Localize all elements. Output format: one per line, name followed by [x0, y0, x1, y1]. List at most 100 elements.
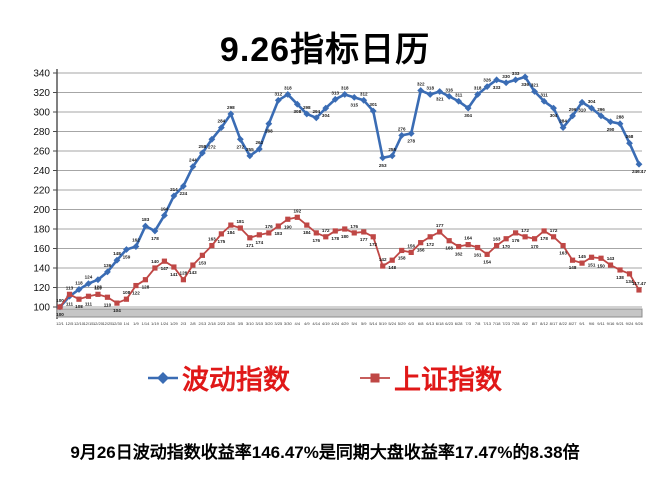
svg-text:8/12: 8/12: [540, 321, 549, 326]
svg-text:12/30: 12/30: [112, 321, 123, 326]
svg-text:8/2: 8/2: [522, 321, 528, 326]
svg-text:138: 138: [616, 275, 624, 280]
svg-text:294: 294: [312, 109, 320, 114]
svg-text:4/19: 4/19: [322, 321, 331, 326]
svg-text:284: 284: [218, 119, 226, 124]
svg-text:5/4: 5/4: [351, 321, 357, 326]
svg-text:170: 170: [531, 244, 539, 249]
svg-text:172: 172: [426, 242, 434, 247]
svg-text:288: 288: [265, 129, 273, 134]
svg-text:304: 304: [588, 99, 596, 104]
svg-text:298: 298: [227, 105, 235, 110]
svg-text:8/7: 8/7: [532, 321, 538, 326]
svg-text:128: 128: [94, 285, 102, 290]
svg-text:318: 318: [284, 85, 292, 90]
svg-text:100: 100: [33, 303, 50, 314]
svg-text:300: 300: [33, 108, 50, 119]
svg-text:122: 122: [132, 291, 140, 296]
svg-text:5/29: 5/29: [398, 321, 407, 326]
svg-text:163: 163: [559, 251, 567, 256]
svg-text:1/24: 1/24: [161, 321, 170, 326]
svg-text:140: 140: [33, 264, 50, 275]
svg-text:6/8: 6/8: [418, 321, 424, 326]
square-marker-icon: [360, 373, 390, 382]
svg-text:124: 124: [85, 275, 93, 280]
svg-text:177: 177: [360, 237, 368, 242]
svg-text:288: 288: [616, 115, 624, 120]
svg-text:3/20: 3/20: [265, 321, 274, 326]
svg-text:262: 262: [255, 140, 263, 145]
svg-text:162: 162: [132, 238, 140, 243]
svg-text:5/9: 5/9: [361, 321, 367, 326]
svg-text:104: 104: [113, 308, 121, 313]
svg-text:172: 172: [550, 228, 558, 233]
svg-text:310: 310: [578, 107, 586, 112]
svg-text:7/13: 7/13: [483, 321, 492, 326]
svg-text:163: 163: [493, 237, 501, 242]
svg-text:113: 113: [94, 285, 102, 290]
svg-text:278: 278: [407, 138, 415, 143]
svg-text:158: 158: [398, 255, 406, 260]
svg-text:176: 176: [312, 238, 320, 243]
svg-text:296: 296: [597, 107, 605, 112]
svg-text:148: 148: [388, 265, 396, 270]
svg-text:312: 312: [274, 91, 282, 96]
svg-text:120: 120: [33, 283, 50, 294]
svg-text:326: 326: [483, 78, 491, 83]
svg-text:177: 177: [436, 223, 444, 228]
svg-text:166: 166: [417, 248, 425, 253]
svg-text:244: 244: [189, 158, 197, 163]
svg-text:260: 260: [33, 147, 50, 158]
svg-text:176: 176: [350, 224, 358, 229]
svg-text:318: 318: [474, 85, 482, 90]
svg-text:9/11: 9/11: [597, 321, 605, 326]
svg-text:194: 194: [161, 206, 169, 211]
svg-text:7/23: 7/23: [502, 321, 511, 326]
svg-text:180: 180: [341, 234, 349, 239]
svg-text:163: 163: [208, 237, 216, 242]
svg-text:340: 340: [33, 69, 50, 80]
svg-text:180: 180: [33, 225, 50, 236]
svg-text:312: 312: [360, 91, 368, 96]
svg-text:12/25: 12/25: [102, 321, 113, 326]
svg-text:12/1: 12/1: [56, 321, 65, 326]
svg-text:12/5: 12/5: [66, 321, 75, 326]
svg-text:268: 268: [626, 134, 634, 139]
svg-text:175: 175: [218, 239, 226, 244]
svg-text:9/24: 9/24: [626, 321, 635, 326]
svg-text:128: 128: [142, 285, 150, 290]
svg-text:111: 111: [85, 301, 93, 306]
line-chart: 100 120 140 160 180 200 220 240 260 280 300 320 340 1…: [33, 69, 646, 327]
svg-text:172: 172: [369, 242, 377, 247]
svg-text:318: 318: [341, 85, 349, 90]
svg-text:3/5: 3/5: [238, 321, 244, 326]
svg-text:318: 318: [426, 85, 434, 90]
svg-text:3/10: 3/10: [246, 321, 255, 326]
svg-text:184: 184: [227, 230, 235, 235]
svg-text:148: 148: [569, 265, 577, 270]
svg-text:143: 143: [189, 270, 197, 275]
svg-text:178: 178: [540, 236, 548, 241]
svg-text:145: 145: [578, 254, 586, 259]
svg-text:304: 304: [464, 113, 472, 118]
svg-text:128: 128: [180, 271, 188, 276]
svg-text:7/18: 7/18: [493, 321, 502, 326]
svg-text:224: 224: [180, 191, 188, 196]
svg-text:330: 330: [502, 74, 510, 79]
svg-text:161: 161: [474, 253, 482, 258]
svg-text:1/19: 1/19: [151, 321, 160, 326]
svg-text:170: 170: [502, 244, 510, 249]
legend-label-volatility: 波动指数: [182, 365, 290, 395]
svg-text:178: 178: [151, 236, 159, 241]
svg-text:113: 113: [66, 285, 74, 290]
svg-text:333: 333: [493, 85, 501, 90]
svg-text:316: 316: [445, 87, 453, 92]
diamond-marker-icon: [148, 371, 178, 384]
svg-text:171: 171: [246, 243, 254, 248]
svg-text:148: 148: [113, 251, 121, 256]
svg-text:280: 280: [33, 127, 50, 138]
svg-text:140: 140: [151, 259, 159, 264]
svg-text:4/24: 4/24: [331, 321, 340, 326]
legend-item-shanghai: 上证指数: [360, 358, 502, 397]
svg-text:5/14: 5/14: [369, 321, 378, 326]
